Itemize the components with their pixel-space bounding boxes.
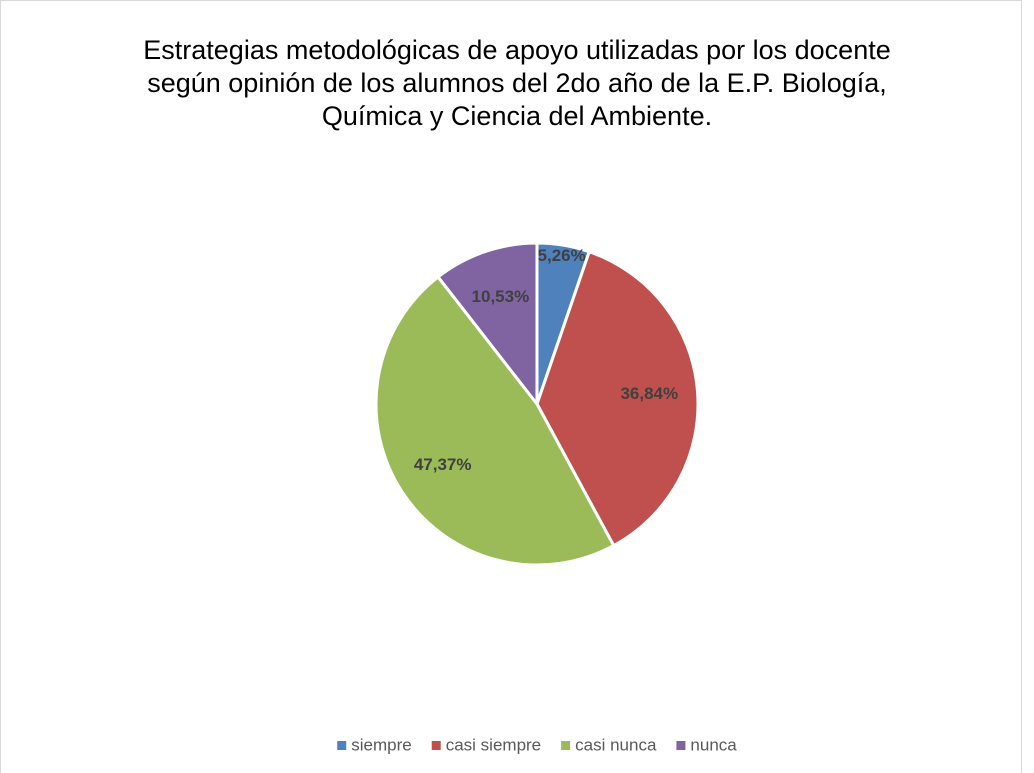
legend-swatch bbox=[337, 741, 347, 750]
legend-swatch bbox=[431, 741, 441, 750]
data-label: 36,84% bbox=[620, 384, 678, 403]
legend-swatch bbox=[676, 741, 686, 750]
legend-label: casi siempre bbox=[446, 735, 541, 754]
data-label: 10,53% bbox=[472, 287, 530, 306]
pie-slice bbox=[374, 274, 616, 567]
data-label: 47,37% bbox=[414, 455, 472, 474]
pie-slice bbox=[435, 241, 539, 409]
pie-slice bbox=[535, 249, 700, 548]
chart-title: Estrategias metodológicas de apoyo utili… bbox=[143, 35, 891, 131]
legend-swatch bbox=[561, 741, 571, 750]
legend-label: siempre bbox=[351, 735, 411, 754]
legend-label: nunca bbox=[690, 735, 737, 754]
legend-label: casi nunca bbox=[575, 735, 657, 754]
data-label: 5,26% bbox=[538, 246, 586, 265]
